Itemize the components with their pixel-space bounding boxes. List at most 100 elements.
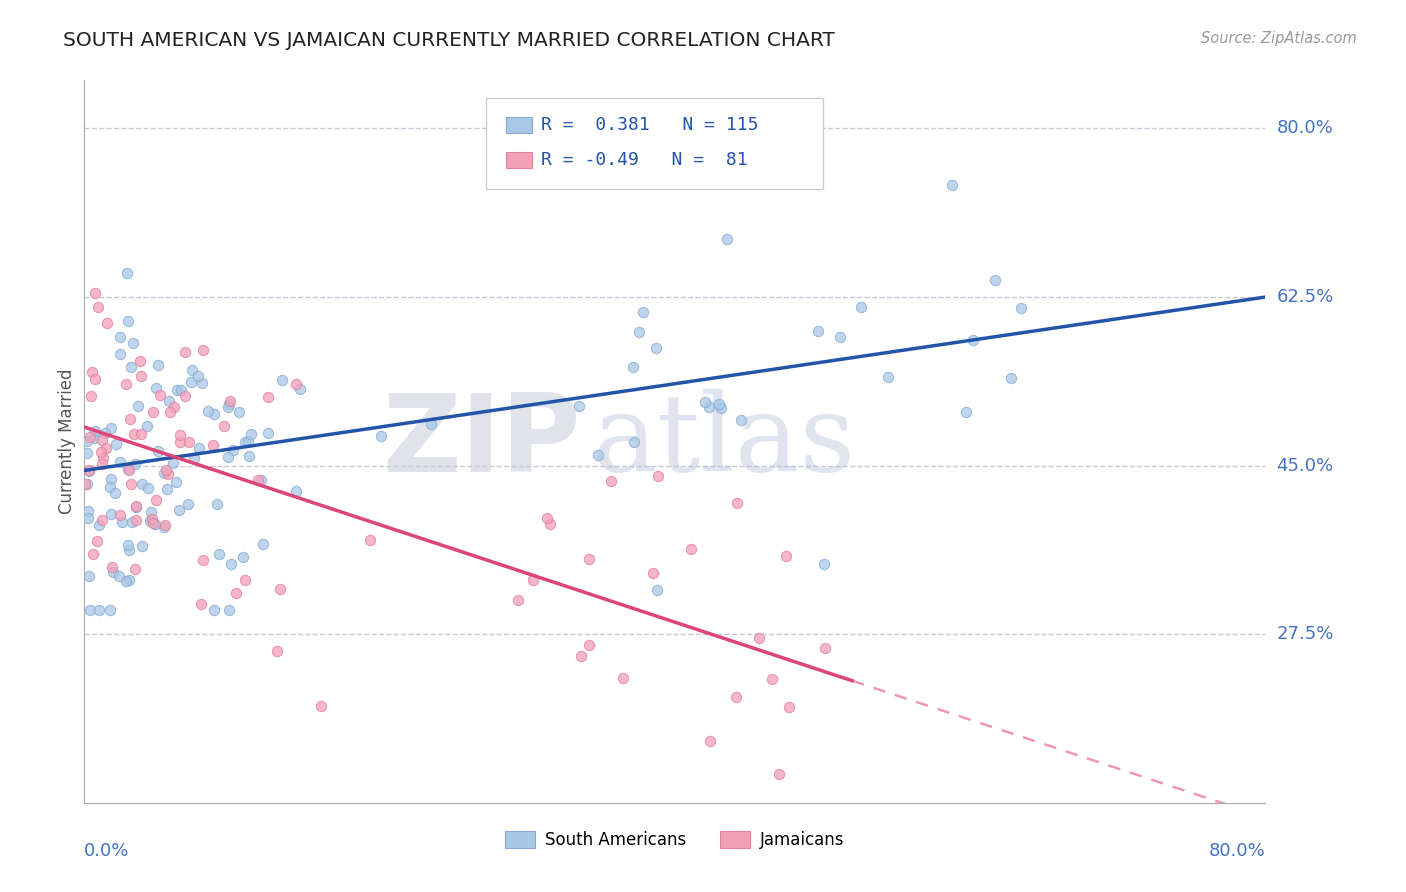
Point [269,582,291,596]
Text: 0.0%: 0.0% [84,842,129,860]
Point [177,498,200,512]
Point [82,365,104,379]
Point [118,542,141,557]
Point [80,389,103,403]
Point [114,377,136,392]
Point [778,700,800,714]
Point [775,549,797,563]
Point [76,446,98,460]
Point [599,474,621,488]
Point [217,400,239,414]
Point [538,516,561,531]
Text: SOUTH AMERICAN VS JAMAICAN CURRENTLY MARRIED CORRELATION CHART: SOUTH AMERICAN VS JAMAICAN CURRENTLY MAR… [63,31,835,50]
Point [94,441,117,455]
Point [111,515,134,529]
Point [212,418,235,433]
Point [120,477,142,491]
Point [145,381,167,395]
Point [117,314,139,328]
Point [628,325,651,339]
Point [76,434,98,448]
Point [284,377,307,392]
Point [191,553,214,567]
Point [202,407,225,421]
Point [159,404,181,418]
Point [83,431,105,445]
Point [813,557,835,571]
Point [110,508,132,522]
Point [86,533,108,548]
Point [96,316,118,330]
Point [118,573,141,587]
Point [621,360,644,375]
Point [136,481,159,495]
Point [420,417,443,431]
Point [644,341,666,355]
Point [716,232,738,246]
Point [148,358,170,372]
Point [142,405,165,419]
Point [76,477,98,491]
Point [115,574,138,589]
Point [153,467,176,481]
Point [83,424,105,438]
Point [569,649,592,664]
Point [129,354,152,368]
Point [157,394,180,409]
Point [110,329,132,343]
Point [187,442,209,456]
Point [76,504,98,518]
Point [217,450,239,465]
Point [136,419,159,434]
Point [962,333,984,347]
Point [165,475,187,490]
Point [138,514,160,528]
Point [167,503,190,517]
Point [117,462,139,476]
Point [169,435,191,450]
Point [125,513,148,527]
Point [163,401,186,415]
Point [508,593,530,607]
Point [941,178,963,193]
Point [153,518,176,533]
Point [141,512,163,526]
Text: atlas: atlas [592,389,855,494]
Point [87,300,110,314]
Text: R = -0.49   N =  81: R = -0.49 N = 81 [541,151,748,169]
Point [79,463,101,477]
Point [768,767,790,781]
Point [162,457,184,471]
Point [252,537,274,551]
Point [567,399,589,413]
Point [522,574,544,588]
Point [84,372,107,386]
FancyBboxPatch shape [506,117,531,133]
Point [127,399,149,413]
Point [250,473,273,487]
Point [681,542,703,557]
Point [1000,371,1022,385]
Legend: South Americans, Jamaicans: South Americans, Jamaicans [499,824,851,856]
Point [129,368,152,383]
Text: 80.0%: 80.0% [1277,120,1333,137]
Point [240,427,263,442]
Point [139,504,162,518]
Point [108,455,131,469]
Point [180,375,202,389]
Point [120,359,142,374]
Point [169,428,191,442]
Point [236,434,259,448]
Text: Source: ZipAtlas.com: Source: ZipAtlas.com [1201,31,1357,46]
Point [101,565,124,579]
Point [710,401,733,415]
Point [219,394,242,409]
Point [191,343,214,357]
Point [104,486,127,500]
Point [233,434,256,449]
Point [232,549,254,564]
Text: 62.5%: 62.5% [1277,288,1334,306]
Point [612,671,634,685]
Point [125,500,148,514]
Point [118,463,141,477]
